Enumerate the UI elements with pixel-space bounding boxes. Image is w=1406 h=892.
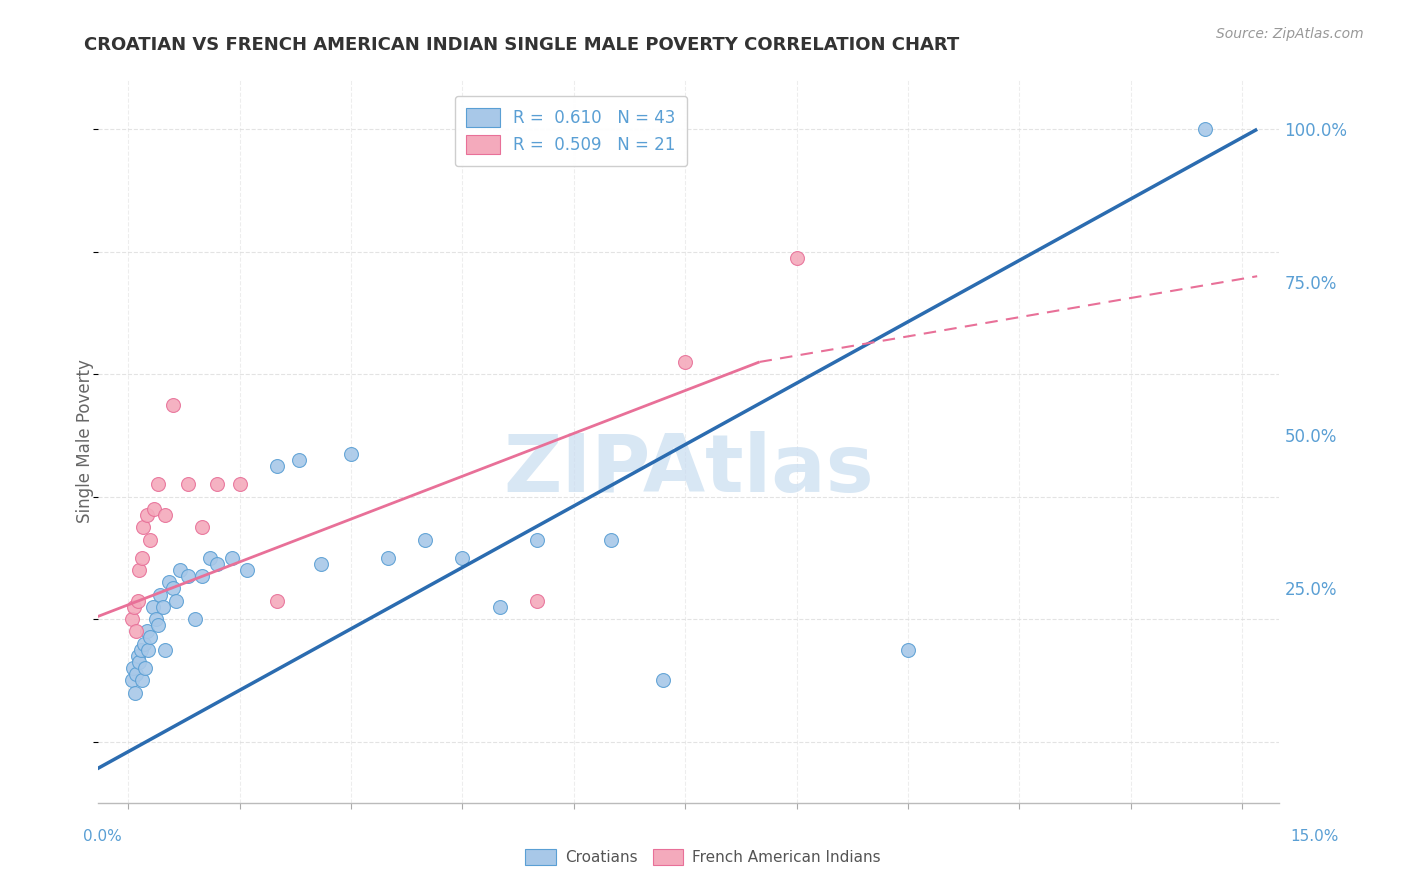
Y-axis label: Single Male Poverty: Single Male Poverty xyxy=(76,359,94,524)
Point xyxy=(221,550,243,565)
Point xyxy=(1194,122,1216,136)
Point xyxy=(124,685,146,699)
Point xyxy=(451,550,474,565)
Point xyxy=(176,477,198,491)
Point xyxy=(786,251,808,265)
Point xyxy=(488,599,510,614)
Point xyxy=(127,593,149,607)
Point xyxy=(125,667,148,681)
Point xyxy=(652,673,675,688)
Point xyxy=(165,593,187,607)
Point xyxy=(139,631,162,645)
Point xyxy=(122,599,145,614)
Text: 15.0%: 15.0% xyxy=(1291,830,1339,844)
Point xyxy=(155,508,177,522)
Point xyxy=(128,563,150,577)
Point xyxy=(129,642,152,657)
Point xyxy=(146,477,169,491)
Point xyxy=(142,599,165,614)
Point xyxy=(121,673,143,688)
Point xyxy=(139,533,162,547)
Point xyxy=(134,661,156,675)
Point xyxy=(128,655,150,669)
Point xyxy=(121,612,143,626)
Point xyxy=(207,557,229,571)
Point xyxy=(526,593,548,607)
Point xyxy=(207,477,229,491)
Point xyxy=(135,624,157,639)
Point xyxy=(146,618,169,632)
Point xyxy=(132,520,155,534)
Point xyxy=(131,673,153,688)
Point xyxy=(122,661,145,675)
Point xyxy=(157,575,180,590)
Legend: R =  0.610   N = 43, R =  0.509   N = 21: R = 0.610 N = 43, R = 0.509 N = 21 xyxy=(454,95,688,166)
Point xyxy=(152,599,174,614)
Point xyxy=(309,557,332,571)
Point xyxy=(143,502,166,516)
Point xyxy=(124,624,146,639)
Point xyxy=(176,569,198,583)
Point xyxy=(191,520,214,534)
Point xyxy=(191,569,214,583)
Point xyxy=(600,533,623,547)
Text: CROATIAN VS FRENCH AMERICAN INDIAN SINGLE MALE POVERTY CORRELATION CHART: CROATIAN VS FRENCH AMERICAN INDIAN SINGL… xyxy=(84,36,960,54)
Point xyxy=(184,612,207,626)
Text: Source: ZipAtlas.com: Source: ZipAtlas.com xyxy=(1216,27,1364,41)
Legend: Croatians, French American Indians: Croatians, French American Indians xyxy=(519,843,887,871)
Text: 0.0%: 0.0% xyxy=(83,830,122,844)
Point xyxy=(897,642,920,657)
Point xyxy=(149,588,172,602)
Text: ZIPAtlas: ZIPAtlas xyxy=(503,432,875,509)
Point xyxy=(132,637,155,651)
Point xyxy=(288,453,311,467)
Point xyxy=(266,458,288,473)
Point xyxy=(526,533,548,547)
Point xyxy=(169,563,191,577)
Point xyxy=(228,477,250,491)
Point xyxy=(127,648,149,663)
Point xyxy=(145,612,167,626)
Point xyxy=(162,582,184,596)
Point xyxy=(155,642,177,657)
Point xyxy=(131,550,153,565)
Point xyxy=(673,355,696,369)
Point xyxy=(266,593,288,607)
Point xyxy=(198,550,221,565)
Point xyxy=(236,563,259,577)
Point xyxy=(413,533,436,547)
Point xyxy=(377,550,399,565)
Point xyxy=(135,508,157,522)
Point xyxy=(340,447,363,461)
Point xyxy=(162,398,184,412)
Point xyxy=(136,642,159,657)
